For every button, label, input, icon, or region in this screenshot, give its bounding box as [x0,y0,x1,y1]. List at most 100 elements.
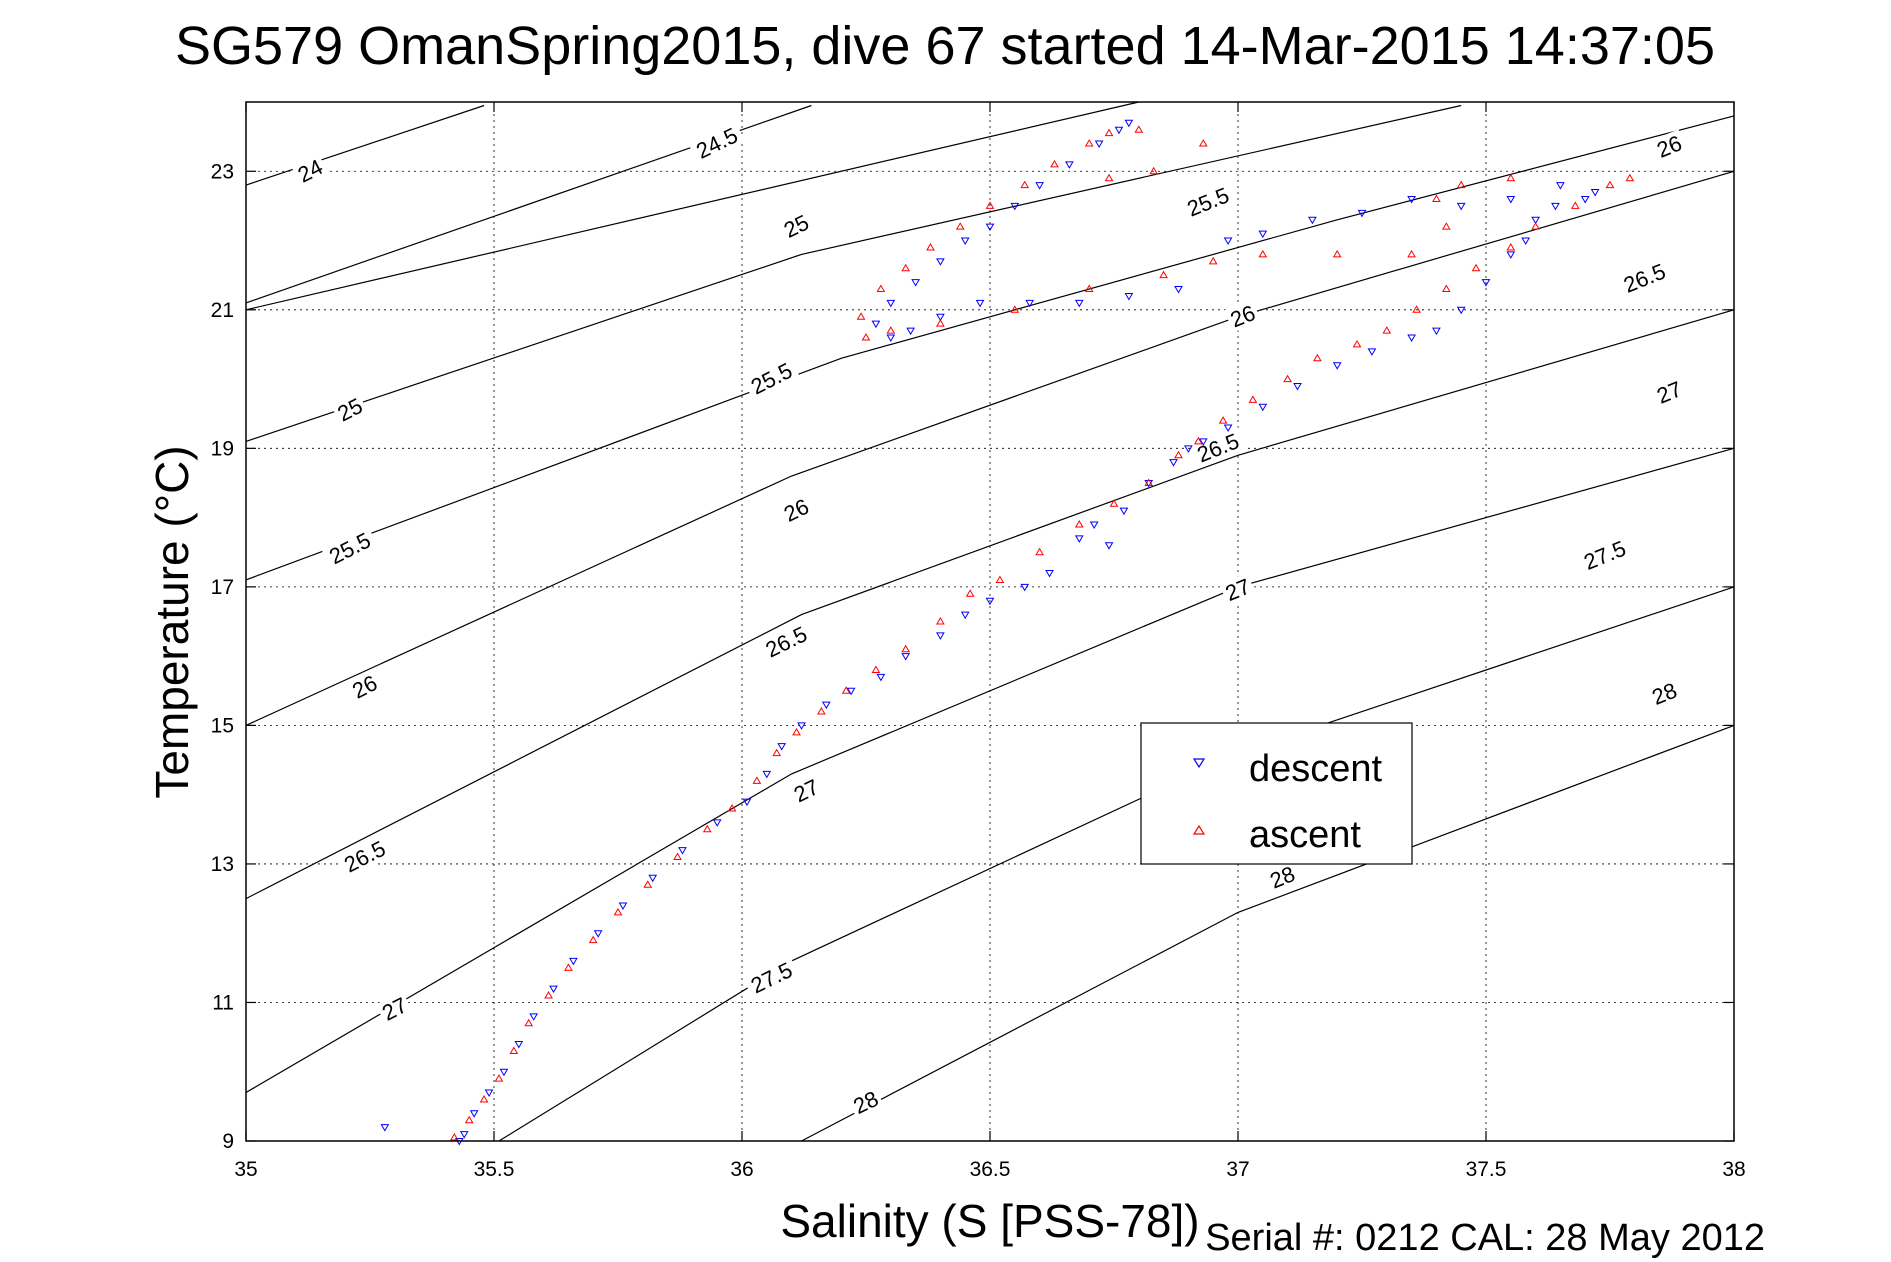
contour-label-text: 26 [780,494,813,527]
descent-point [936,313,945,322]
ascent-point [995,575,1005,583]
density-contour [245,170,1735,726]
descent-point [901,653,911,661]
contour-label-backdrop [1189,426,1247,469]
descent-point [648,874,658,883]
descent-point [1531,216,1540,225]
descent-point [1174,286,1183,294]
ascent-point [564,963,573,971]
contour-label-backdrop [291,152,329,188]
y-tick-label: 23 [211,160,234,183]
y-tick-label: 17 [211,576,234,599]
legend-box [1140,722,1413,865]
ascent-point [702,824,712,833]
descent-point [1481,279,1491,287]
ascent-point [1144,478,1154,486]
descent-point [1506,195,1516,204]
density-contour-label: 26.5 [1615,256,1673,299]
ascent-point [1035,547,1044,556]
density-contour [245,101,1139,311]
ascent-point [544,991,553,999]
ascent-point [926,242,935,251]
contour-label-backdrop [777,492,815,528]
descent-point [1407,334,1416,342]
density-contour [245,104,1462,442]
contour-label-backdrop [345,668,384,704]
descent-point [1258,230,1268,239]
ascent-point [1456,180,1466,189]
ascent-point [936,617,945,625]
density-contour [245,104,485,186]
contour-label-text: 27 [790,774,823,807]
ascent-point [1441,222,1451,230]
descent-point [529,1013,539,1021]
density-contour-label: 26 [1224,299,1262,333]
descent-point [1184,445,1193,453]
ascent-point [936,319,945,327]
descent-point [1074,299,1084,308]
density-contour-label: 25.5 [1179,180,1237,223]
contour-label-backdrop [1219,572,1257,607]
y-tick-label: 11 [212,991,234,1014]
descent-point [1551,202,1560,211]
contour-label-backdrop [1179,180,1237,223]
descent-point [1556,182,1565,190]
descent-point [960,611,970,620]
contour-label-backdrop [1615,256,1673,299]
descent-point [911,279,920,287]
ascent-point [1109,499,1119,507]
descent-point [960,237,970,246]
density-contour-label: 26 [345,668,384,704]
ascent-point [876,284,886,293]
ascent-point [1332,249,1342,258]
x-axis-ticks: 35 35.5 36 36.5 37 37.5 38 [234,102,1746,1181]
ascent-point [613,907,623,916]
descent-point [1045,570,1054,578]
y-axis-ticks: 9 11 13 15 17 19 21 23 [211,160,1734,1153]
descent-point [1456,306,1466,315]
ascent-point [901,644,911,653]
y-tick-label: 21 [211,299,234,322]
ascent-point [1570,201,1580,209]
chart-title: SG579 OmanSpring2015, dive 67 started 14… [175,16,1715,76]
contour-label-backdrop [846,1084,885,1120]
descent-point [797,722,806,730]
ascent-point [1407,249,1416,258]
series-descent [380,119,1600,1146]
ascent-point [1625,173,1635,182]
density-contour-label: 26 [777,492,815,528]
contour-label-backdrop [1224,299,1262,333]
y-tick-label: 15 [211,714,234,737]
density-contour-label: 28 [1263,860,1301,894]
contour-label-backdrop [742,355,800,401]
descent-point [1456,202,1466,211]
density-contour-label: 24 [291,152,329,188]
contour-label-text: 25.5 [1183,182,1232,221]
legend-descent-marker [1192,758,1206,769]
descent-point [762,770,772,779]
y-axis-label: Temperature (°C) [146,445,198,798]
ascent-point [1198,139,1208,147]
descent-point [936,258,945,266]
descent-point [380,1124,390,1132]
density-contour [245,447,1735,1094]
descent-point [484,1089,494,1098]
ascent-point [1020,180,1030,189]
density-contour-label: 24.5 [688,120,746,165]
ascent-point [1159,270,1168,279]
descent-point [1124,119,1134,128]
descent-point [1367,348,1377,356]
ascent-point [955,222,965,230]
ascent-point [1312,353,1322,362]
ascent-point [1432,194,1441,202]
density-contour-label: 25 [777,208,815,244]
y-tick-label: 9 [222,1130,234,1153]
contour-label-text: 27.5 [1580,536,1629,575]
descent-point [1089,521,1099,530]
contour-label-backdrop [1645,676,1683,711]
ascent-point [1258,249,1268,258]
contour-label-backdrop [1263,860,1301,894]
ascent-point [871,665,881,673]
density-contour-label: 27 [375,991,414,1027]
contour-label-backdrop [787,772,825,808]
